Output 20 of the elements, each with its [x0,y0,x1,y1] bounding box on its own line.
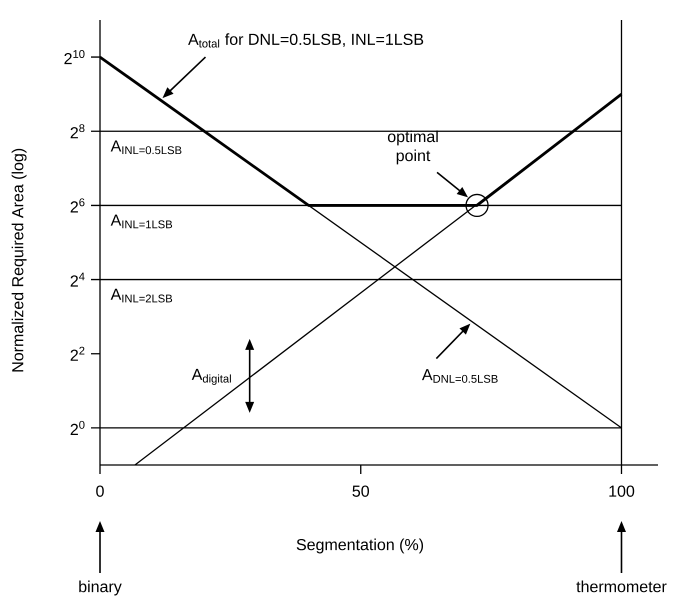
x-tick-label: 0 [96,486,104,497]
y-tick-label: 2$^{6}$ [70,198,84,212]
y-tick-label: 2$^{2}$ [70,346,84,361]
annotation: A$_{INL=0.5LSB}$ [110,140,182,154]
annotation: A$_{INL=1LSB}$ [110,214,172,228]
y-axis-title: Normalized Required Area (log) [12,148,27,372]
y-tick-label: 2$^{0}$ [70,420,85,435]
text: binary [79,580,122,596]
x-tick-label: 100 [609,486,634,497]
annotation: A$_{DNL=0.5LSB}$ [422,369,498,383]
annotation: A$_{digital}$ [192,368,231,385]
x-axis-title: Segmentation (%) [296,538,424,554]
x-tick-label: 50 [352,486,370,497]
text: thermometer [576,580,667,592]
annotation: A$_{total}$ for DNL=0.5LSB, INL=1LSB [188,33,424,48]
annotation: A$_{INL=2LSB}$ [110,288,172,302]
y-tick-label: 2$^{8}$ [70,124,84,138]
y-tick-label: 2$^{10}$ [64,50,85,64]
y-tick-label: 2$^{4}$ [70,272,85,287]
annotation: optimal point [388,130,438,164]
